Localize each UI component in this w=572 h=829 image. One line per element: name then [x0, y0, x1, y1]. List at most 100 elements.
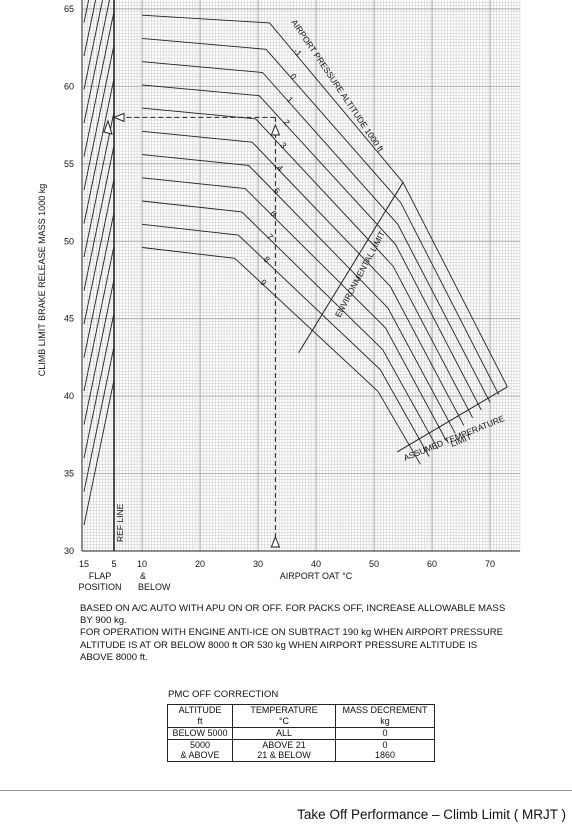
x-tick-label: 60	[427, 559, 437, 569]
altitude-curve-label: 7	[265, 232, 276, 242]
header-mass-line2: kg	[380, 715, 390, 726]
note-line-5: ABOVE 8000 ft.	[80, 651, 148, 663]
altitude-curve-3	[141, 107, 473, 419]
flap-correction-line	[83, 11, 115, 157]
altitude-curve-label: 3	[278, 140, 289, 150]
y-tick-label: 35	[64, 469, 74, 479]
cell-altitude: BELOW 5000	[167, 727, 233, 740]
flap-tick-label: 15	[79, 559, 89, 569]
header-temperature: TEMPERATURE °C	[232, 704, 336, 728]
flap-correction-line	[83, 245, 115, 392]
altitude-curve-label: 9	[258, 277, 269, 287]
cell-altitude: 5000 & ABOVE	[167, 738, 233, 762]
flap-correction-lines	[83, 0, 115, 526]
footer-title: Take Off Performance – Climb Limit ( MRJ…	[297, 807, 566, 822]
flap-tick-label: 5	[111, 559, 116, 569]
altitude-curve-5	[141, 154, 456, 434]
y-axis-title: CLIMB LIMIT BRAKE RELEASE MASS 1000 kg	[37, 184, 47, 376]
altitude-curve-label: 0	[288, 71, 299, 81]
cell-mass: 0	[335, 727, 435, 740]
flap-correction-line	[83, 111, 115, 258]
altitude-curve-6	[141, 177, 447, 442]
cell-temperature: ABOVE 21 21 & BELOW	[232, 738, 336, 762]
x-axis-title: AIRPORT OAT °C	[280, 571, 353, 581]
altitude-curve-2	[141, 84, 482, 411]
x-tick-label: 50	[369, 559, 379, 569]
altitude-curve-label: 1	[285, 94, 296, 104]
header-mass-line1: MASS DECREMENT	[342, 705, 428, 715]
y-tick-label: 45	[64, 314, 74, 324]
y-tick-label: 40	[64, 391, 74, 401]
altitude-curve-label: 4	[275, 163, 286, 173]
flap-correction-line	[83, 0, 110, 124]
table-row: 5000 & ABOVE ABOVE 21 21 & BELOW 0 1860	[167, 738, 435, 762]
flap-axis-title: FLAP	[89, 571, 112, 581]
table-header-row: ALTITUDE ft TEMPERATURE °C MASS DECREMEN…	[167, 704, 435, 728]
flap-correction-line	[83, 346, 115, 492]
x-tick-label: 70	[485, 559, 495, 569]
arrow-up-icon	[270, 535, 281, 548]
altitude-curve-4	[141, 130, 465, 426]
example-path	[103, 112, 281, 548]
flap-correction-line	[83, 44, 115, 191]
note-line-1: BASED ON A/C AUTO WITH APU ON OR OFF. FO…	[80, 603, 506, 614]
header-altitude: ALTITUDE ft	[167, 704, 233, 728]
notes-block: BASED ON A/C AUTO WITH APU ON OR OFF. FO…	[80, 603, 520, 664]
assumed-temperature-limit-line	[396, 386, 508, 453]
arrow-up-icon	[270, 123, 281, 136]
altitude-curve--1	[141, 14, 508, 388]
altitude-curve-0	[141, 37, 500, 395]
note-line-4: ALTITUDE IS AT OR BELOW 8000 ft OR 530 k…	[80, 639, 478, 651]
arrow-up-icon	[103, 119, 113, 135]
x-tick-label: 30	[253, 559, 263, 569]
footer-divider	[0, 790, 572, 791]
flap-axis-title: POSITION	[78, 582, 121, 592]
altitude-curve-1	[141, 61, 491, 403]
below-label: BELOW	[138, 582, 171, 592]
altitude-curve-label: 5	[272, 186, 283, 196]
flap-correction-line	[83, 312, 115, 459]
altitude-curve-7	[141, 200, 439, 450]
flap-correction-line	[83, 379, 115, 526]
note-line-3: FOR OPERATION WITH ENGINE ANTI-ICE ON SU…	[80, 627, 504, 639]
header-mass-decrement: MASS DECREMENT kg	[335, 704, 435, 728]
altitude-curve-8	[141, 223, 430, 457]
x-tick-label: 10	[137, 559, 147, 569]
note-line-2: BY 900 kg.	[80, 615, 127, 627]
altitude-curve-label: 6	[268, 209, 279, 219]
flap-correction-line	[83, 78, 115, 224]
y-tick-label: 60	[64, 81, 74, 91]
altitude-curve-label: 2	[281, 117, 292, 127]
x-tick-label: 40	[311, 559, 321, 569]
header-temperature-line1: TEMPERATURE	[250, 705, 318, 715]
pmc-table-title: PMC OFF CORRECTION	[168, 689, 279, 700]
altitude-curve-9	[141, 247, 421, 465]
environmental-limit-line	[298, 182, 404, 354]
flap-correction-line	[83, 145, 115, 291]
flap-correction-line	[83, 279, 115, 425]
flap-correction-line	[83, 0, 97, 57]
altitude-curve-label: 8	[262, 254, 273, 264]
flap-correction-line	[83, 0, 103, 90]
x-tick-label: 20	[195, 559, 205, 569]
table-row: BELOW 5000 ALL 0	[167, 727, 435, 740]
y-tick-label: 30	[64, 546, 74, 556]
y-tick-label: 50	[64, 236, 74, 246]
flap-correction-line	[83, 212, 115, 358]
cell-mass: 0 1860	[335, 738, 435, 762]
y-tick-label: 65	[64, 4, 74, 14]
cell-temperature: ALL	[232, 727, 336, 740]
header-altitude-line1: ALTITUDE	[178, 705, 222, 715]
header-altitude-line2: ft	[197, 715, 203, 726]
y-tick-label: 55	[64, 159, 74, 169]
below-label: &	[140, 571, 146, 581]
chart-grid	[81, 0, 521, 552]
ref-line-label: REF LINE	[115, 503, 125, 542]
pmc-correction-table: ALTITUDE ft TEMPERATURE °C MASS DECREMEN…	[167, 704, 435, 762]
arrow-left-icon	[112, 112, 125, 123]
limit-lines	[298, 182, 508, 453]
flap-correction-line	[83, 178, 115, 325]
